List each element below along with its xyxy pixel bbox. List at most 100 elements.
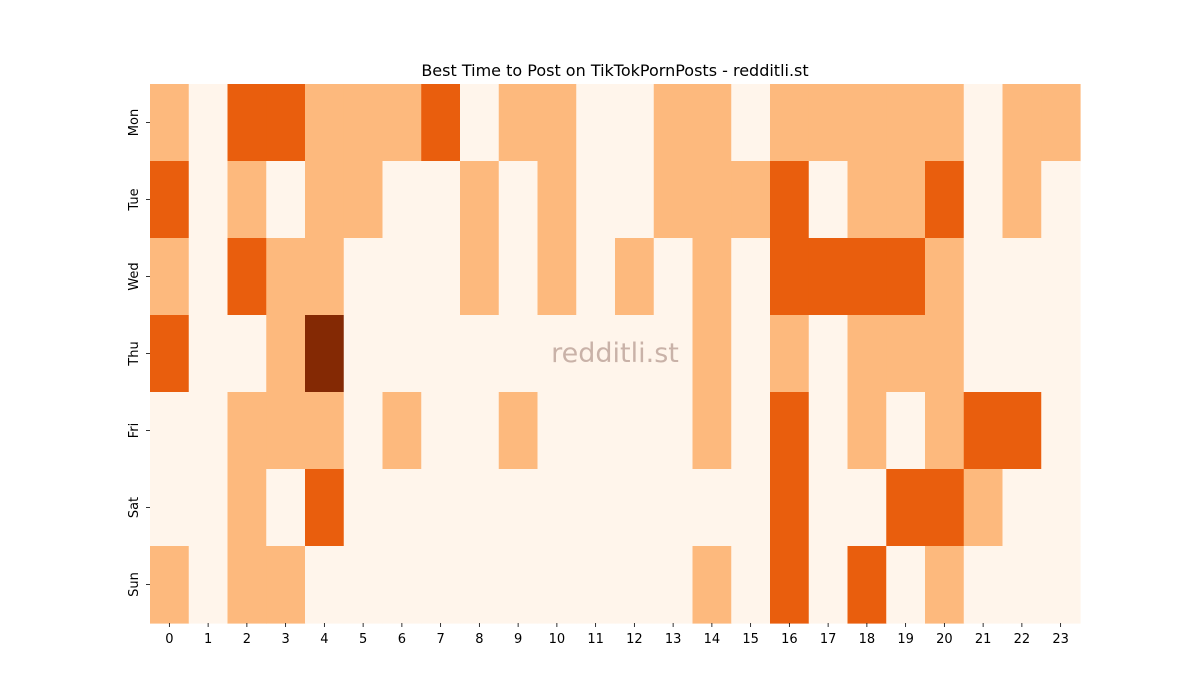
heatmap-cell <box>653 546 694 624</box>
heatmap-cell <box>305 315 345 393</box>
heatmap-cell <box>305 238 345 316</box>
x-tick-label: 20 <box>936 632 953 647</box>
heatmap-cell <box>615 315 655 393</box>
heatmap-cell <box>847 392 887 470</box>
heatmap-cell <box>537 546 577 624</box>
heatmap-cell <box>1002 392 1042 470</box>
x-tick-label: 19 <box>897 632 914 647</box>
heatmap-cell <box>227 161 267 239</box>
heatmap-cell <box>1041 161 1081 239</box>
heatmap-cell <box>731 161 771 239</box>
x-tick-label: 22 <box>1014 632 1031 647</box>
heatmap-cell <box>576 392 616 470</box>
heatmap-cell <box>615 392 655 470</box>
x-tick-label: 3 <box>281 632 289 647</box>
heatmap-cell <box>498 315 539 393</box>
heatmap-cell <box>266 238 306 316</box>
heatmap-cell <box>925 546 965 624</box>
x-tick-label: 0 <box>165 632 173 647</box>
heatmap-cell <box>808 546 849 624</box>
x-tick-label: 7 <box>436 632 444 647</box>
heatmap-cell <box>188 546 229 624</box>
heatmap-cell <box>382 238 422 316</box>
heatmap-cell <box>188 469 229 547</box>
heatmap-cell <box>847 546 887 624</box>
heatmap-cell <box>1041 392 1081 470</box>
heatmap-cell <box>460 84 500 162</box>
heatmap-cell <box>770 546 810 624</box>
heatmap-cell <box>343 469 384 547</box>
heatmap-cell <box>460 161 500 239</box>
heatmap-cell <box>227 392 267 470</box>
heatmap-cell <box>770 238 810 316</box>
heatmap-cell <box>305 546 345 624</box>
heatmap-cell <box>343 161 384 239</box>
x-tick-label: 4 <box>320 632 328 647</box>
heatmap-cell <box>498 392 539 470</box>
y-axis: Mon Tue Wed Thu Fri Sat Sun <box>127 109 150 597</box>
heatmap-cell <box>266 84 306 162</box>
heatmap-cell <box>382 392 422 470</box>
heatmap-cell <box>343 315 384 393</box>
heatmap-cell <box>188 161 229 239</box>
heatmap-cell <box>188 315 229 393</box>
heatmap-cell <box>808 238 849 316</box>
heatmap-cell <box>808 84 849 162</box>
heatmap-cell <box>1002 238 1042 316</box>
heatmap-cell <box>343 84 384 162</box>
heatmap-cell <box>305 161 345 239</box>
heatmap-cell <box>615 84 655 162</box>
heatmap-cell <box>925 161 965 239</box>
heatmap-cell <box>421 469 461 547</box>
heatmap-cell <box>886 392 926 470</box>
x-tick-label: 14 <box>704 632 721 647</box>
heatmap-cell <box>731 238 771 316</box>
heatmap-cell <box>847 161 887 239</box>
heatmap-cell <box>188 392 229 470</box>
heatmap-cell <box>150 238 190 316</box>
heatmap-cell <box>615 238 655 316</box>
heatmap-cell <box>847 315 887 393</box>
heatmap-cell <box>925 392 965 470</box>
heatmap-cell <box>886 84 926 162</box>
heatmap-cell <box>343 546 384 624</box>
heatmap-cell <box>460 546 500 624</box>
heatmap-cell <box>731 546 771 624</box>
heatmap-cell <box>692 392 732 470</box>
heatmap-cell <box>382 469 422 547</box>
heatmap-cell <box>770 84 810 162</box>
heatmap-cells <box>150 84 1081 624</box>
heatmap-cell <box>653 84 694 162</box>
heatmap-cell <box>886 469 926 547</box>
heatmap-cell <box>227 315 267 393</box>
heatmap-cell <box>1041 546 1081 624</box>
watermark: redditli.st <box>551 338 679 369</box>
heatmap-cell <box>925 238 965 316</box>
x-tick-label: 11 <box>587 632 604 647</box>
heatmap-cell <box>615 469 655 547</box>
heatmap-cell <box>925 315 965 393</box>
heatmap-cell <box>576 546 616 624</box>
heatmap-cell <box>227 84 267 162</box>
heatmap-cell <box>847 84 887 162</box>
heatmap-cell <box>770 315 810 393</box>
y-tick-label: Sat <box>127 497 142 518</box>
x-tick-label: 21 <box>975 632 992 647</box>
heatmap-cell <box>731 392 771 470</box>
heatmap-cell <box>963 315 1004 393</box>
heatmap-cell <box>305 469 345 547</box>
heatmap-cell <box>576 161 616 239</box>
heatmap-cell <box>731 315 771 393</box>
x-tick-label: 8 <box>475 632 483 647</box>
heatmap-cell <box>808 315 849 393</box>
heatmap-cell <box>1041 469 1081 547</box>
x-tick-label: 5 <box>359 632 367 647</box>
x-tick-label: 12 <box>626 632 643 647</box>
heatmap-cell <box>1041 238 1081 316</box>
heatmap-cell <box>421 238 461 316</box>
heatmap-cell <box>382 161 422 239</box>
y-tick-label: Sun <box>127 572 142 597</box>
heatmap-cell <box>150 161 190 239</box>
heatmap-cell <box>305 84 345 162</box>
